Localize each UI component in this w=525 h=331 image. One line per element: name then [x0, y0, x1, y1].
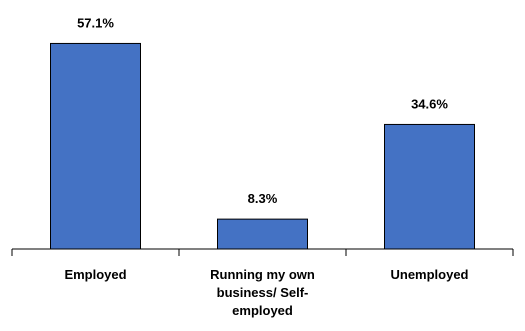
category-label: Unemployed	[390, 267, 468, 282]
category-label-line: Unemployed	[390, 267, 468, 282]
category-labels-group: Employed Running my own business/ Self-emp…	[64, 267, 468, 318]
bar	[51, 43, 141, 249]
bar	[218, 219, 308, 249]
category-label-line: Running my own	[210, 267, 315, 282]
category-label: Running my own business/ Self-employed	[210, 267, 315, 318]
category-label-line: employed	[232, 303, 293, 318]
bar-value-label: 8.3%	[248, 191, 278, 206]
category-label: Employed	[64, 267, 126, 282]
bar-value-label: 34.6%	[411, 96, 448, 111]
bar-value-label: 57.1%	[77, 15, 114, 30]
category-label-line: Employed	[64, 267, 126, 282]
category-label-line: business/ Self-	[217, 285, 309, 300]
bar	[385, 124, 475, 249]
bars-group	[51, 43, 475, 249]
x-axis-ticks	[12, 249, 513, 256]
